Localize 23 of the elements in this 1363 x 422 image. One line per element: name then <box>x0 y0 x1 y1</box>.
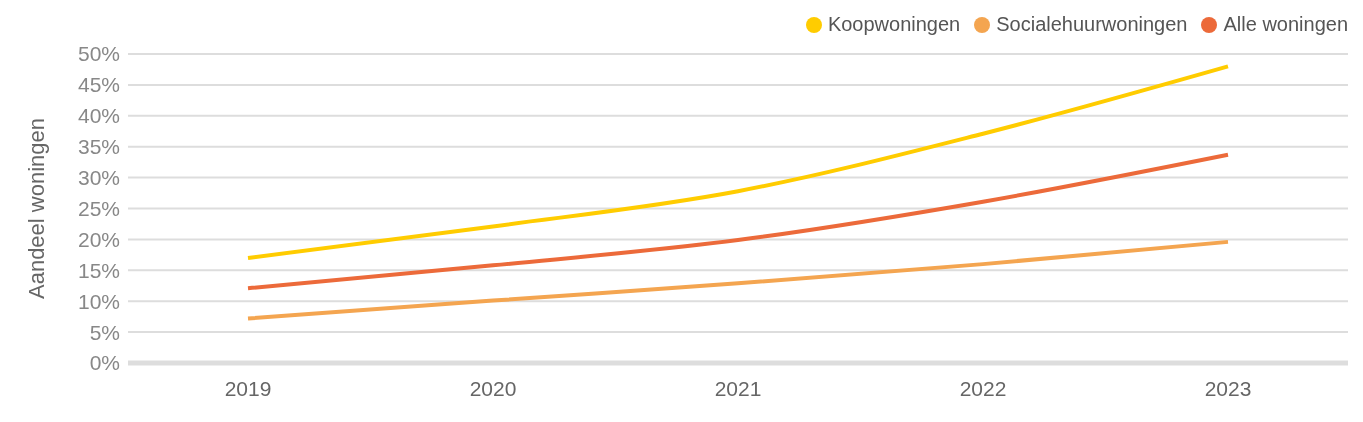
y-tick-label: 5% <box>89 320 120 344</box>
legend-label: Alle woningen <box>1223 13 1348 36</box>
y-tick-label: 45% <box>77 73 120 97</box>
line-series <box>246 152 1230 291</box>
y-tick-label: 0% <box>89 351 120 375</box>
line-series <box>246 239 1230 321</box>
y-tick-label: 20% <box>77 227 120 251</box>
y-tick-label: 50% <box>77 42 120 66</box>
y-tick-label: 40% <box>77 104 120 128</box>
y-axis-title: Aandeel woningen <box>23 117 49 300</box>
y-tick-label: 30% <box>77 166 120 190</box>
x-tick-label: 2020 <box>469 376 517 400</box>
legend-label: Socialehuurwoningen <box>996 13 1188 36</box>
x-tick-label: 2023 <box>1204 376 1252 400</box>
y-tick-label: 10% <box>77 289 120 313</box>
y-tick-label: 35% <box>77 135 120 159</box>
line-series <box>246 64 1230 260</box>
legend-label: Koopwoningen <box>827 13 961 36</box>
y-tick-label: 15% <box>77 258 120 282</box>
x-tick-label: 2019 <box>224 376 272 400</box>
y-tick-label: 25% <box>77 196 120 220</box>
x-tick-label: 2022 <box>959 376 1007 400</box>
x-tick-label: 2021 <box>714 376 762 400</box>
